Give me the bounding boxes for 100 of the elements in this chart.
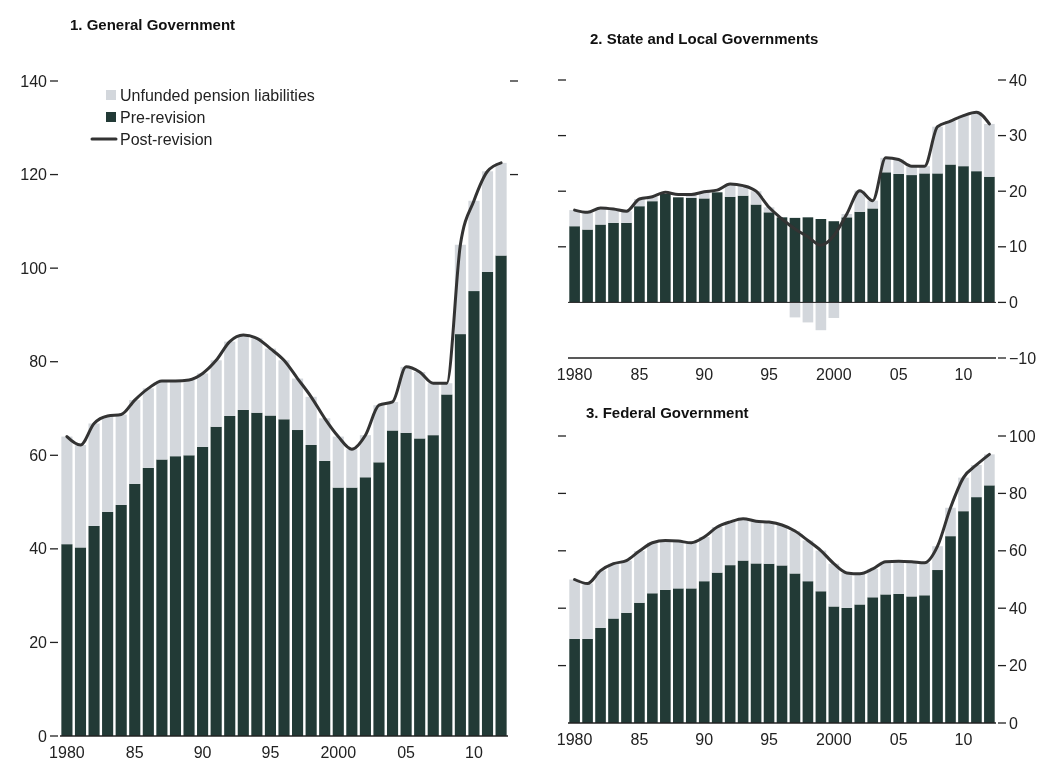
bar [660, 193, 671, 303]
bar [971, 112, 982, 172]
bar [608, 563, 619, 619]
bar [569, 226, 580, 303]
bar [373, 405, 385, 463]
x-tick-label: 05 [397, 744, 416, 760]
bar [932, 570, 943, 723]
bar [582, 229, 593, 303]
bar [906, 561, 917, 597]
bar [400, 432, 412, 736]
y2-tick-label: 0 [1009, 294, 1018, 311]
bar [197, 373, 209, 447]
chart-title: 1. General Government [70, 16, 236, 33]
bar [569, 579, 580, 639]
x-tick-label: 10 [954, 366, 973, 383]
x-tick-label: 90 [193, 744, 212, 760]
bar [183, 455, 195, 736]
bar [815, 302, 827, 331]
bar [932, 173, 943, 303]
y-tick-label: 100 [20, 259, 48, 277]
bar [129, 483, 141, 736]
y-tick-label: 140 [20, 72, 48, 90]
bar [142, 388, 154, 468]
bar [400, 366, 412, 433]
bar [893, 173, 904, 303]
y2-tick-label: 0 [1009, 714, 1018, 732]
bar [828, 302, 840, 318]
bar [945, 121, 956, 165]
bar [919, 595, 930, 723]
bar [971, 464, 982, 498]
bar [647, 593, 658, 723]
x-tick-label: 90 [695, 366, 714, 383]
bar [945, 536, 956, 723]
bar [634, 551, 645, 603]
bar [919, 173, 930, 303]
bar [608, 222, 619, 303]
bar [867, 597, 879, 723]
bar [672, 588, 684, 723]
bar [292, 378, 304, 431]
bar [893, 593, 904, 723]
chart-title: 2. State and Local Governments [590, 30, 819, 47]
bar [582, 583, 593, 639]
bar [867, 568, 879, 598]
x-tick-label: 95 [760, 366, 779, 383]
bar [495, 255, 507, 736]
bar [237, 335, 249, 410]
bar [854, 573, 866, 605]
bar [595, 224, 606, 303]
bar [156, 459, 168, 736]
bar [305, 444, 317, 736]
y-tick-label: 20 [29, 634, 48, 652]
bar [346, 487, 358, 736]
bar [763, 522, 775, 564]
bar [971, 171, 982, 303]
bar [711, 192, 723, 303]
bar [763, 212, 775, 303]
bar [88, 423, 100, 526]
bar [359, 477, 371, 736]
bar [880, 594, 892, 723]
x-tick-label: 10 [465, 744, 483, 760]
bar [264, 348, 276, 416]
y2-tick-label: 60 [1009, 542, 1027, 560]
bar [893, 561, 904, 594]
bar [815, 591, 827, 723]
bar [251, 338, 263, 413]
bar [945, 164, 956, 303]
chart-title: 3. Federal Government [586, 404, 749, 421]
bar [621, 211, 632, 223]
bar [332, 487, 344, 736]
bar [74, 547, 87, 736]
y2-tick-label: 20 [1009, 182, 1027, 200]
bar [292, 430, 304, 736]
bar [647, 542, 658, 594]
bar [427, 383, 439, 436]
bar [724, 521, 736, 566]
bar [802, 581, 814, 723]
bar [582, 638, 593, 723]
bar [698, 198, 710, 303]
bar [102, 511, 114, 736]
y-tick-label: 80 [29, 353, 48, 371]
bar [984, 176, 995, 303]
bar [373, 462, 385, 736]
bar [815, 219, 827, 303]
bar [319, 460, 331, 736]
y2-tick-label: −10 [1009, 349, 1037, 367]
bar [454, 334, 466, 736]
y-tick-label: 0 [38, 727, 48, 745]
bar [919, 562, 930, 596]
y2-tick-label: 80 [1009, 485, 1027, 502]
bar [828, 606, 840, 723]
y2-tick-label: 40 [1009, 599, 1027, 617]
bar [102, 415, 114, 512]
bar [906, 175, 917, 303]
bar [224, 341, 236, 416]
bar [750, 521, 762, 564]
x-tick-label: 1980 [556, 731, 593, 748]
bar [595, 628, 606, 723]
x-tick-label: 2000 [816, 731, 852, 748]
y-tick-label: 120 [20, 166, 48, 184]
bar [61, 544, 73, 736]
